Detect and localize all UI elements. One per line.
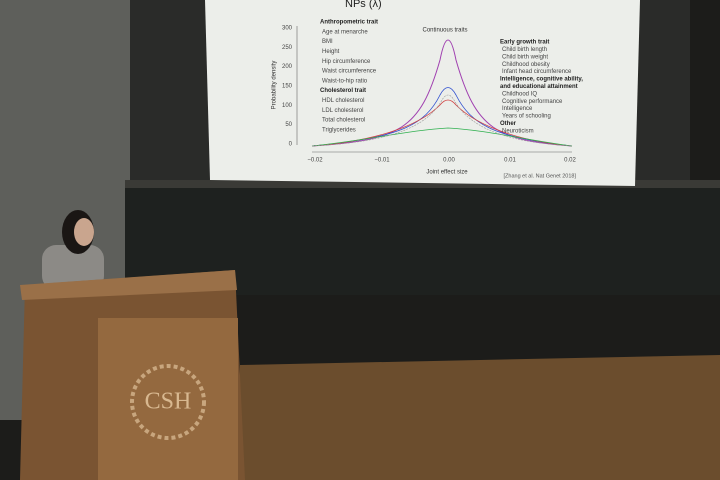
y-tick-label: 200 [282,64,293,70]
person-face [74,218,94,246]
legend-item: Infant head circumference [502,69,572,75]
y-tick-label: 50 [285,122,292,128]
legend-item: Childhood obesity [502,62,550,68]
legend-item: Hip circumference [322,59,371,65]
legend-heading: Other [500,121,517,127]
slide-subtitle: Continuous traits [422,28,467,34]
legend-item: Years of schooling [502,114,551,120]
x-tick-label: 0.01 [504,158,516,164]
legend-item: Total cholesterol [322,118,365,124]
legend-item: Waist circumference [322,69,377,75]
board-ledge [125,180,720,188]
y-tick-label: 150 [282,83,293,89]
curve [311,99,573,147]
legend-item: BMI [322,39,333,45]
y-axis-label: Probability density [272,61,278,110]
curve [311,87,573,147]
x-tick-label: −0.02 [307,158,323,164]
legend-heading: Intelligence, cognitive ability, [500,77,583,83]
podium-top [20,270,237,300]
y-tick-label: 0 [289,141,293,147]
legend-item: Child birth length [502,47,547,53]
legend-heading: Early growth trait [500,40,549,46]
curve [311,127,573,147]
y-tick-label: 250 [282,45,293,51]
curve [311,94,573,147]
legend-item: Neuroticism [502,128,534,134]
x-tick-label: 0.00 [443,158,455,164]
podium-panel [98,318,238,480]
legend-heading: and educational attainment [500,84,578,90]
y-tick-label: 300 [282,26,293,32]
citation: [Zhang et al. Nat Genet 2018] [504,173,577,179]
y-tick-label: 100 [282,103,293,109]
legend-item: Child birth weight [502,54,548,60]
legend-item: HDL cholesterol [322,98,364,104]
floor [240,355,720,480]
legend-item: Age at menarche [322,29,368,35]
x-tick-label: −0.01 [374,158,390,164]
legend-heading: Cholesterol trait [320,88,366,94]
x-tick-label: 0.02 [564,158,576,164]
legend-item: LDL cholesterol [322,108,363,114]
legend-heading: Anthropometric trait [320,20,378,26]
legend-item: Cognitive performance [502,99,563,105]
legend-item: Childhood IQ [502,91,537,97]
curve [311,39,573,147]
legend-item: Height [322,49,340,55]
podium-logo: CSH [145,389,192,415]
logo-ring [130,364,206,440]
person-body [42,245,104,290]
x-axis-label: Joint effect size [426,170,468,176]
legend-item: Triglycerides [322,127,356,133]
legend-item: Intelligence [502,106,533,112]
legend-item: Waist-to-hip ratio [322,78,368,84]
slide-title: NPs (λ) [345,0,382,10]
slide-content: NPs (λ) Continuous traits Probability dens… [272,0,584,179]
